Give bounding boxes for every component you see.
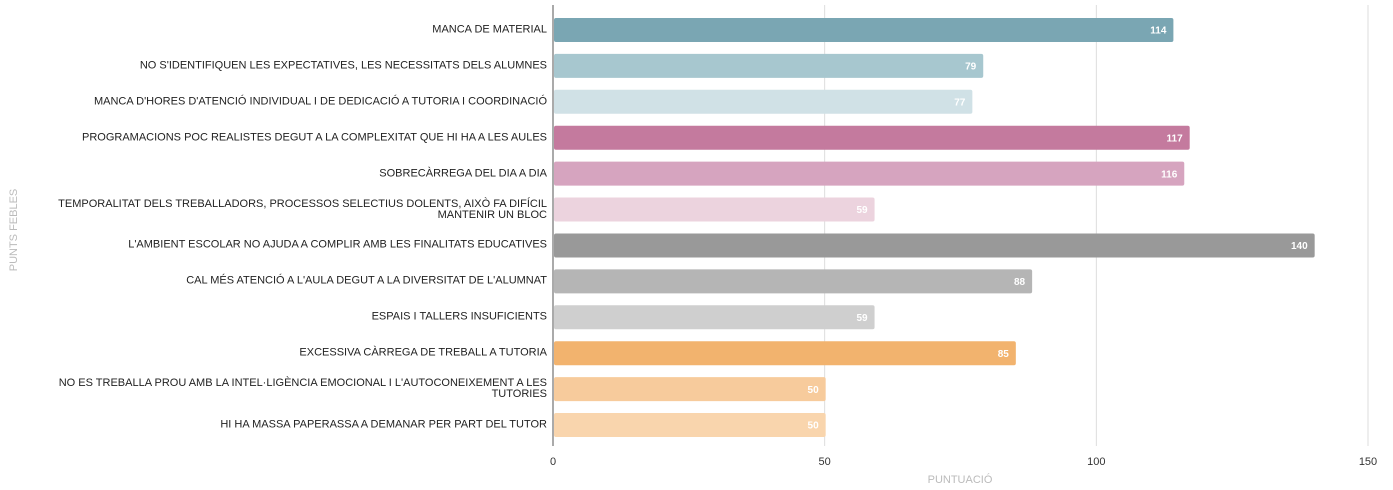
bar <box>554 53 984 78</box>
y-axis-title: PUNTS FEBLES <box>8 189 20 272</box>
value-label: 59 <box>856 205 868 216</box>
value-label: 117 <box>1167 133 1184 144</box>
y-tick-label: NO ES TREBALLA PROU AMB LA INTEL·LIGÈNCI… <box>58 377 547 401</box>
bar <box>554 341 1016 366</box>
bar <box>554 125 1190 150</box>
bar <box>554 89 973 114</box>
y-tick-label: HI HA MASSA PAPERASSA A DEMANAR PER PART… <box>220 418 547 431</box>
x-tick-label: 150 <box>1359 456 1377 468</box>
y-tick-label: PROGRAMACIONS POC REALISTES DEGUT A LA C… <box>82 131 547 144</box>
y-tick-label: ESPAIS I TALLERS INSUFICIENTS <box>371 310 547 323</box>
bar <box>554 305 875 330</box>
y-tick-label: L'AMBIENT ESCOLAR NO AJUDA A COMPLIR AMB… <box>128 238 547 251</box>
value-label: 59 <box>856 313 868 324</box>
value-label: 140 <box>1291 241 1308 252</box>
value-label: 88 <box>1014 277 1026 288</box>
bar <box>554 269 1033 294</box>
x-tick-label: 50 <box>819 456 831 468</box>
value-label: 77 <box>954 97 966 108</box>
x-tick-label: 100 <box>1087 456 1105 468</box>
y-tick-label: TEMPORALITAT DELS TREBALLADORS, PROCESSO… <box>58 197 547 221</box>
value-label: 116 <box>1161 169 1178 180</box>
y-tick-label: CAL MÉS ATENCIÓ A L'AULA DEGUT A LA DIVE… <box>186 274 547 287</box>
bar <box>554 161 1185 186</box>
value-label: 50 <box>808 421 820 432</box>
value-label: 85 <box>998 349 1010 360</box>
y-tick-label: NO S'IDENTIFIQUEN LES EXPECTATIVES, LES … <box>139 59 547 72</box>
x-tick-label: 0 <box>550 456 556 468</box>
y-tick-label: MANCA DE MATERIAL <box>432 23 547 36</box>
x-axis-title: PUNTUACIÓ <box>928 473 993 486</box>
bar <box>554 377 826 402</box>
bar <box>554 413 826 438</box>
y-tick-label: MANCA D'HORES D'ATENCIÓ INDIVIDUAL I DE … <box>93 95 547 108</box>
y-tick-label: EXCESSIVA CÀRREGA DE TREBALL A TUTORIA <box>299 346 547 359</box>
value-label: 114 <box>1150 26 1167 37</box>
value-label: 50 <box>808 385 820 396</box>
bar <box>554 197 875 222</box>
value-label: 79 <box>965 62 977 73</box>
y-tick-label: SOBRECÀRREGA DEL DIA A DIA <box>379 167 547 180</box>
bar <box>554 17 1174 42</box>
bar <box>554 233 1315 258</box>
